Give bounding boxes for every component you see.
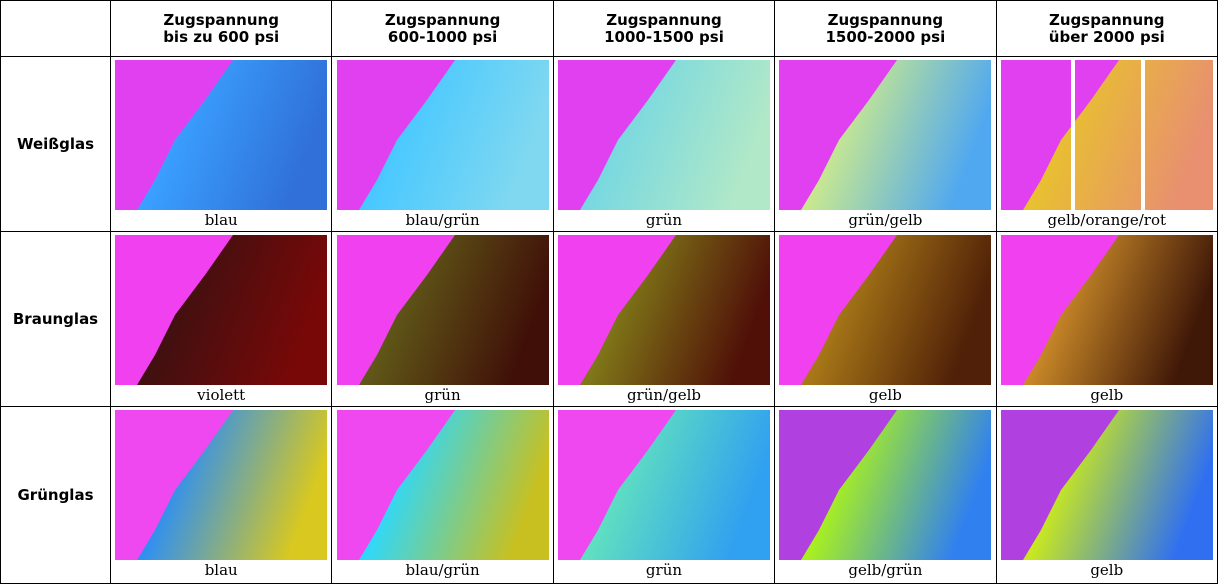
table-cell: violett	[109, 231, 333, 407]
column-header: Zugspannung 1000-1500 psi	[552, 0, 776, 57]
table-cell: blau/grün	[331, 406, 554, 584]
micrograph	[115, 410, 328, 560]
caption: grün/gelb	[848, 211, 923, 229]
column-header: Zugspannung 1500-2000 psi	[774, 0, 997, 57]
caption: blau/grün	[405, 211, 480, 229]
header-line: 600-1000 psi	[387, 27, 498, 46]
micrograph	[1000, 410, 1213, 560]
caption: gelb	[1090, 561, 1124, 579]
caption: blau/grün	[405, 561, 480, 579]
caption: grün	[645, 561, 683, 579]
caption: grün/gelb	[626, 386, 701, 404]
table-cell: grün/gelb	[774, 56, 997, 232]
caption: gelb/orange/rot	[1047, 211, 1167, 229]
micrograph	[336, 410, 549, 560]
table-cell: blau	[109, 56, 333, 232]
header-line: 1500-2000 psi	[825, 27, 946, 46]
glass-region	[137, 235, 328, 385]
column-header: Zugspannung 600-1000 psi	[331, 0, 554, 57]
glass-region	[137, 410, 328, 560]
caption: grün	[424, 386, 461, 404]
header-line: bis zu 600 psi	[163, 27, 280, 46]
micrograph	[336, 235, 549, 385]
header-line: über 2000 psi	[1048, 27, 1165, 46]
glass-region	[1022, 60, 1213, 210]
caption: gelb/grün	[848, 561, 923, 579]
row-label: Grünglas	[0, 406, 111, 584]
glass-region	[801, 410, 992, 560]
table-cell: gelb	[995, 406, 1218, 584]
micrograph	[557, 235, 770, 385]
caption: violett	[197, 386, 246, 404]
caption: grün	[645, 211, 683, 229]
column-header: Zugspannung über 2000 psi	[995, 0, 1218, 57]
row-label: Weißglas	[0, 56, 111, 232]
header-line: Zugspannung	[606, 10, 722, 29]
micrograph	[115, 235, 328, 385]
glass-region	[137, 60, 328, 210]
glass-region	[358, 60, 549, 210]
header-line: Zugspannung	[1049, 10, 1165, 29]
table-row: Grünglas blau blau/grün grün gelb/grün gelb	[0, 406, 1218, 584]
micrograph	[779, 235, 992, 385]
micrograph	[336, 60, 549, 210]
table-body: Weißglas blau blau/grün grün grün/gelb gelb/o…	[0, 56, 1218, 584]
separator	[1070, 60, 1075, 210]
glass-region	[579, 410, 770, 560]
row-label: Braunglas	[0, 231, 111, 407]
glass-region	[579, 60, 770, 210]
corner	[0, 0, 111, 57]
table-cell: gelb	[774, 231, 997, 407]
glass-region	[1022, 410, 1213, 560]
glass-region	[1022, 235, 1213, 385]
table-cell: blau	[109, 406, 333, 584]
micrograph	[779, 60, 992, 210]
micrograph	[1000, 60, 1213, 210]
micrograph	[1000, 235, 1213, 385]
caption: blau	[204, 561, 238, 579]
column-header: Zugspannung bis zu 600 psi	[109, 0, 333, 57]
table-cell: grün	[552, 56, 776, 232]
caption: gelb	[868, 386, 902, 404]
table-row: Braunglas violett grün grün/gelb gelb gelb	[0, 231, 1218, 407]
table-cell: grün	[331, 231, 554, 407]
glass-region	[801, 235, 992, 385]
glass-region	[579, 235, 770, 385]
separator	[1140, 60, 1145, 210]
glass-region	[801, 60, 992, 210]
caption: blau	[204, 211, 238, 229]
table-cell: gelb	[995, 231, 1218, 407]
header-row: Zugspannung bis zu 600 psi Zugspannung 600-…	[0, 0, 1218, 57]
glass-region	[358, 410, 549, 560]
caption: gelb	[1090, 386, 1124, 404]
glass-region	[358, 235, 549, 385]
header-line: Zugspannung	[827, 10, 944, 29]
table-cell: blau/grün	[331, 56, 554, 232]
table-row: Weißglas blau blau/grün grün grün/gelb gelb/o…	[0, 56, 1218, 232]
table-cell: grün	[552, 406, 776, 584]
table-cell: grün/gelb	[552, 231, 776, 407]
header-line: 1000-1500 psi	[604, 27, 724, 46]
micrograph	[115, 60, 328, 210]
micrograph	[779, 410, 992, 560]
table-cell: gelb/orange/rot	[995, 56, 1218, 232]
table-cell: gelb/grün	[774, 406, 997, 584]
header-line: Zugspannung	[384, 10, 501, 29]
micrograph	[557, 60, 770, 210]
micrograph	[557, 410, 770, 560]
header-line: Zugspannung	[163, 10, 279, 29]
